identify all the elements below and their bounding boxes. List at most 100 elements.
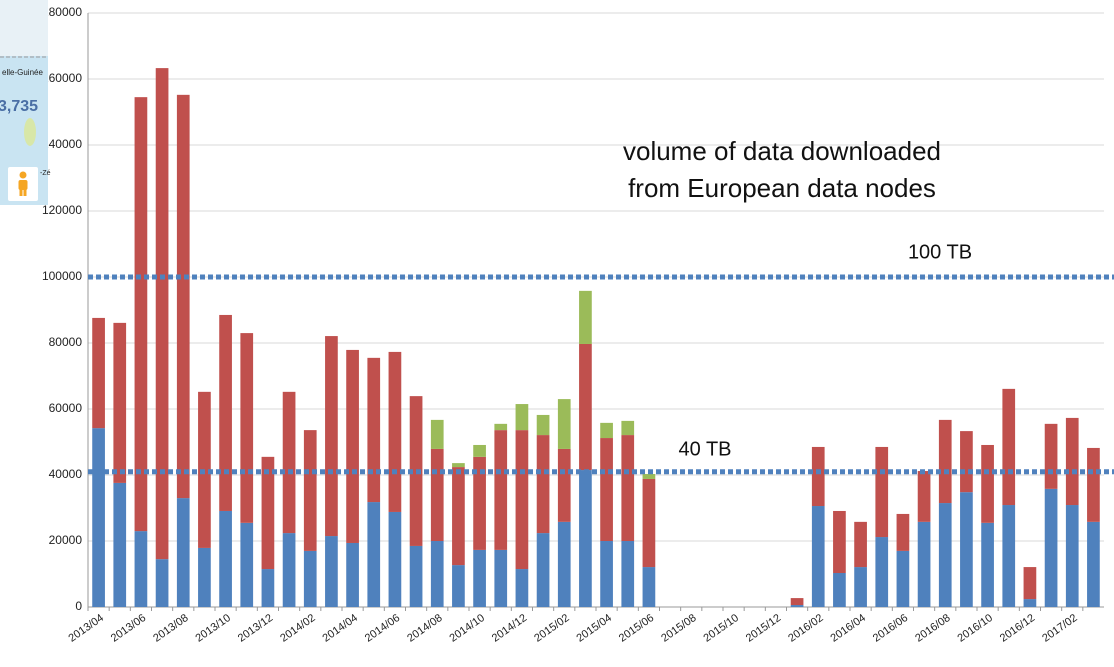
pegman-head [20, 172, 27, 179]
bar-segment [791, 598, 804, 605]
x-tick-label: 2013/12 [236, 612, 275, 645]
bar-segment [135, 531, 148, 607]
bar-segment [367, 358, 380, 502]
bar-segment [791, 605, 804, 607]
bar-segment [219, 511, 232, 607]
bar-segment [240, 523, 253, 607]
bar-segment [389, 352, 402, 512]
bar-segment [1045, 424, 1058, 489]
bar-segment [156, 68, 169, 559]
bar-segment [516, 404, 529, 430]
bar-segment [325, 336, 338, 536]
bar-segment [1087, 522, 1100, 607]
x-tick-label: 2015/12 [744, 612, 783, 645]
bar-segment [452, 463, 465, 467]
bar-segment [494, 430, 507, 550]
bar-segment [240, 333, 253, 523]
x-tick-label: 2014/02 [278, 612, 317, 645]
reference-label: 40 TB [679, 438, 732, 460]
bar-segment [875, 447, 888, 537]
bar-segment [918, 471, 931, 522]
bar-segment [812, 506, 825, 607]
bar-segment [304, 551, 317, 607]
bar-segment [897, 551, 910, 607]
y-tick-label: 140000 [42, 137, 82, 151]
bar-segment [1024, 599, 1037, 607]
bar-segment [579, 344, 592, 470]
bar-segment [304, 430, 317, 551]
map-place: elle-Guinée [2, 68, 43, 77]
x-tick-label: 2013/08 [151, 612, 190, 645]
bar-segment [219, 315, 232, 511]
pegman-leg [24, 189, 27, 196]
chart-title-line: from European data nodes [628, 173, 936, 203]
bar-segment [537, 533, 550, 607]
y-tick-label: 120000 [42, 203, 82, 217]
bar-segment [1002, 505, 1015, 607]
map-land [24, 118, 36, 146]
bar-segment [918, 522, 931, 607]
bar-segment [431, 541, 444, 607]
bar-segment [960, 492, 973, 607]
x-tick-label: 2015/02 [532, 612, 571, 645]
chart-title-line: volume of data downloaded [623, 136, 941, 166]
bar-segment [452, 565, 465, 607]
bar-segment [833, 511, 846, 573]
x-tick-label: 2016/12 [998, 612, 1037, 645]
bar-segment [621, 421, 634, 435]
chart: 0200004000060000800001000001200001400001… [0, 0, 1114, 667]
bar-segment [473, 445, 486, 457]
bar-segment [113, 323, 126, 483]
x-tick-label: 2016/10 [956, 612, 995, 645]
bar-segment [473, 550, 486, 607]
bar-segment [325, 536, 338, 607]
x-tick-label: 2015/06 [617, 612, 656, 645]
bar-segment [92, 428, 105, 607]
x-tick-label: 2016/04 [829, 612, 868, 645]
bar-segment [283, 392, 296, 533]
bar-segment [431, 449, 444, 541]
x-tick-label: 2014/08 [405, 612, 444, 645]
y-tick-label: 80000 [49, 335, 83, 349]
y-tick-label: 60000 [49, 401, 83, 415]
bar-segment [643, 567, 656, 607]
bar-segment [939, 503, 952, 607]
y-tick-label: 160000 [42, 71, 82, 85]
bar-segment [262, 569, 275, 607]
bar-segment [897, 514, 910, 551]
map-overlay: elle-Guinée 3,735 -Zé [0, 0, 51, 205]
bar-segment [558, 522, 571, 607]
x-tick-label: 2015/04 [575, 612, 614, 645]
x-tick-label: 2014/12 [490, 612, 529, 645]
x-tick-label: 2015/08 [659, 612, 698, 645]
bar-segment [1066, 505, 1079, 607]
bar-segment [875, 537, 888, 607]
reference-label: 100 TB [908, 241, 972, 263]
x-tick-label: 2016/06 [871, 612, 910, 645]
bar-segment [135, 97, 148, 531]
bar-segment [537, 435, 550, 533]
x-tick-label: 2013/04 [67, 612, 106, 645]
bar-segment [600, 541, 613, 607]
x-tick-label: 2014/04 [321, 612, 360, 645]
bar-segment [516, 430, 529, 569]
bar-segment [579, 470, 592, 607]
bar-segment [833, 573, 846, 607]
x-tick-label: 2013/10 [194, 612, 233, 645]
bar-segment [92, 318, 105, 428]
pegman-body [19, 180, 28, 190]
bar-segment [579, 291, 592, 344]
x-tick-label: 2016/02 [786, 612, 825, 645]
bar-segment [113, 483, 126, 607]
bar-segment [431, 420, 444, 449]
bar-segment [283, 533, 296, 607]
bar-segment [1002, 389, 1015, 505]
plot: 0200004000060000800001000001200001400001… [42, 5, 1114, 644]
bar-segment [1066, 418, 1079, 505]
bar-segment [537, 415, 550, 435]
x-tick-label: 2017/02 [1040, 612, 1079, 645]
bar-segment [960, 431, 973, 492]
bar-segment [1045, 489, 1058, 607]
bar-segment [410, 546, 423, 607]
y-tick-label: 20000 [49, 533, 83, 547]
